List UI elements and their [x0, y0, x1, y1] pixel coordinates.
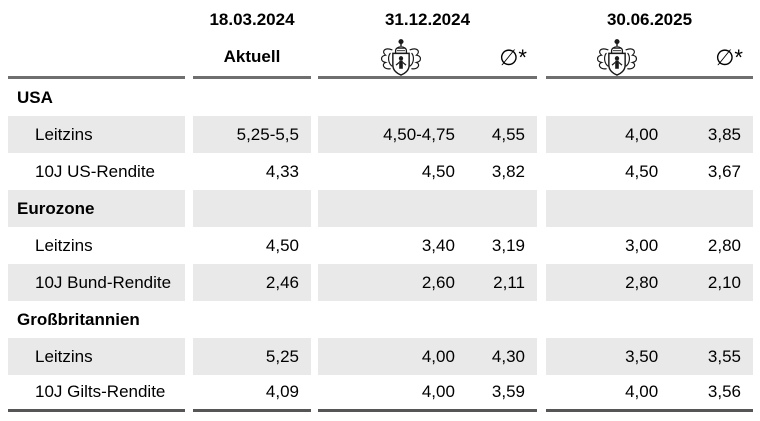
- table-row-gb-10j: 10J Gilts-Rendite 4,09 4,00 3,59 4,00 3,56: [8, 375, 753, 412]
- row-label: Leitzins: [35, 235, 93, 255]
- row-label: 10J Gilts-Rendite: [8, 375, 185, 412]
- table-row-ez-10j: 10J Bund-Rendite 2,46 2,60 2,11 2,80 2,10: [8, 264, 753, 301]
- header-date-2024-label: 31.12.2024: [384, 10, 471, 29]
- cell-aktuell: 5,25-5,5: [193, 116, 311, 153]
- header-date-2025: 30.06.2025: [546, 10, 753, 30]
- cell-aktuell: 2,46: [193, 264, 311, 301]
- section-label: Großbritannien: [17, 309, 140, 329]
- rates-forecast-table: 18.03.2024 31.12.2024 30.06.2025 Aktuell: [8, 6, 753, 412]
- avg-cell: ∅*: [670, 47, 753, 76]
- cell-group: [318, 190, 537, 227]
- cell-group-2024: 4,00 3,59: [318, 375, 537, 412]
- table-row-usa-10j: 10J US-Rendite 4,33 4,50 3,82 4,50 3,67: [8, 153, 753, 190]
- crest-cell: [546, 38, 670, 76]
- cell-group-2025: 4,50 3,67: [625, 161, 741, 181]
- header-2024-symbols: ∅*: [318, 34, 537, 79]
- cell-group: [318, 79, 537, 116]
- average-symbol: ∅*: [715, 45, 743, 70]
- header-aktuell: Aktuell: [193, 34, 311, 79]
- cell-group: [546, 190, 753, 227]
- cell: [193, 190, 311, 227]
- crest-cell: [318, 38, 467, 76]
- cell-group: [546, 301, 753, 338]
- table-row-gb-leitzins: Leitzins 5,25 4,00 4,30 3,50 3,55: [8, 338, 753, 375]
- cell-aktuell: 5,25: [193, 338, 311, 375]
- header-aktuell-label: Aktuell: [223, 47, 281, 66]
- cell-aktuell: 4,33: [265, 161, 299, 181]
- cell-aktuell: 4,50: [265, 235, 299, 255]
- average-symbol: ∅*: [499, 45, 527, 70]
- table-row-section-gb: Großbritannien: [8, 301, 753, 338]
- cell-group-2024: 3,40 3,19: [421, 235, 525, 255]
- section-label: USA: [17, 87, 53, 107]
- cell: [193, 79, 311, 116]
- table-row-section-usa: USA: [8, 79, 753, 116]
- table-row-usa-leitzins: Leitzins 5,25-5,5 4,50-4,75 4,55 4,00 3,85: [8, 116, 753, 153]
- header-date-current: 18.03.2024: [209, 10, 295, 29]
- cell-group: [546, 79, 753, 116]
- row-label: 10J Bund-Rendite: [8, 264, 185, 301]
- cell-group: [318, 301, 537, 338]
- header-date-2025-label: 30.06.2025: [606, 10, 693, 29]
- row-label: 10J US-Rendite: [35, 161, 156, 181]
- cell-group-2025: 3,50 3,55: [546, 338, 753, 375]
- cell-group-2025: 4,00 3,85: [546, 116, 753, 153]
- cell-group-2025: 4,00 3,56: [546, 375, 753, 412]
- cell-group-2024: 4,50-4,75 4,55: [318, 116, 537, 153]
- cell-aktuell: 4,09: [193, 375, 311, 412]
- header-spacer: [8, 34, 185, 79]
- row-label: Leitzins: [8, 338, 185, 375]
- cell-group-2024: 4,00 4,30: [318, 338, 537, 375]
- table-row-ez-leitzins: Leitzins 4,50 3,40 3,19 3,00 2,80: [8, 227, 753, 264]
- header-dates-row: 18.03.2024 31.12.2024 30.06.2025: [8, 6, 753, 34]
- cell-group-2025: 3,00 2,80: [625, 235, 741, 255]
- header-date-2024: 31.12.2024: [318, 10, 537, 30]
- crest-icon: [381, 39, 422, 76]
- cell-group-2024: 4,50 3,82: [421, 161, 525, 181]
- header-2025-symbols: ∅*: [546, 34, 753, 79]
- table-row-section-eurozone: Eurozone: [8, 190, 753, 227]
- cell: [193, 301, 311, 338]
- section-label: Eurozone: [8, 190, 185, 227]
- cell-group-2024: 2,60 2,11: [318, 264, 537, 301]
- avg-cell: ∅*: [467, 47, 537, 76]
- cell-group-2025: 2,80 2,10: [546, 264, 753, 301]
- row-label: Leitzins: [8, 116, 185, 153]
- header-sub-row: Aktuell: [8, 34, 753, 79]
- crest-icon: [597, 39, 638, 76]
